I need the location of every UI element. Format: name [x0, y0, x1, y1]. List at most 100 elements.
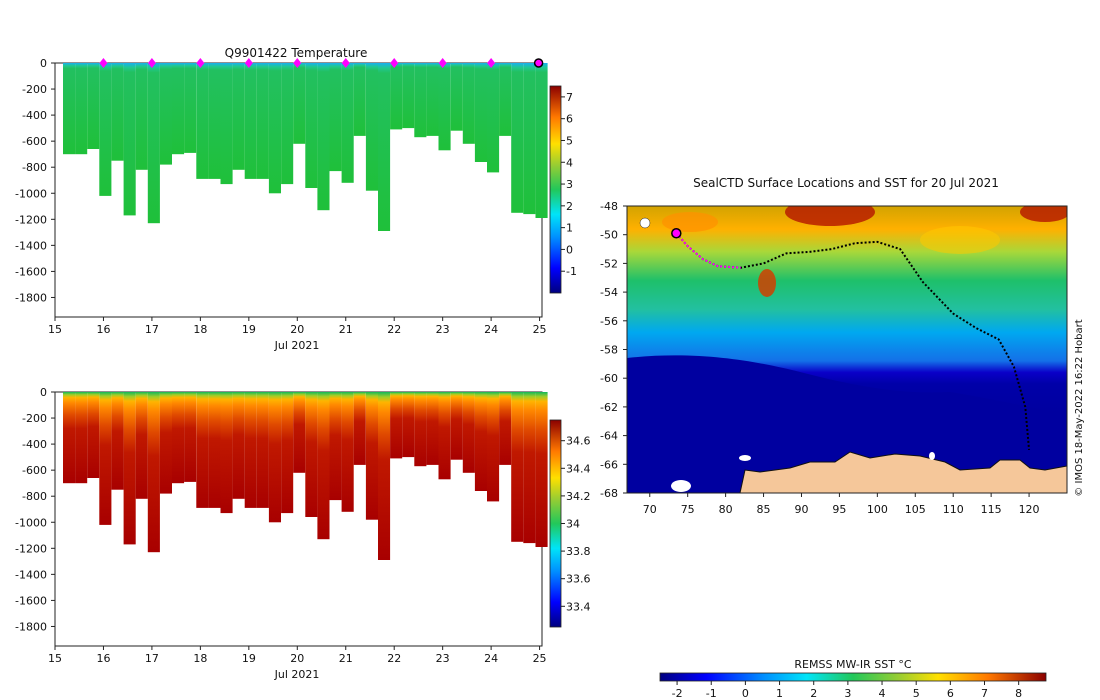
y-tick-label: -1400	[15, 239, 47, 252]
profile-column	[378, 392, 391, 560]
warm-patch	[662, 212, 718, 232]
profile-column	[111, 63, 124, 161]
warm-patch	[1020, 206, 1067, 222]
profile-column	[268, 392, 281, 523]
map-x-tick-label: 115	[981, 503, 1002, 516]
profile-column	[159, 63, 172, 165]
y-tick-label: 0	[40, 57, 47, 70]
warm-patch	[785, 206, 875, 226]
sst-colorbar-tick-label: 6	[947, 687, 954, 700]
profile-column	[390, 392, 403, 459]
map-x-tick-label: 80	[719, 503, 733, 516]
seal-track	[675, 232, 1031, 451]
profile-column	[341, 63, 354, 183]
profile-column	[99, 63, 112, 196]
profile-column	[402, 63, 415, 129]
surface-markers	[99, 58, 544, 68]
profile-column	[172, 63, 185, 155]
map-x-tick-label: 75	[681, 503, 695, 516]
y-tick-label: -800	[22, 161, 47, 174]
y-tick-label: -1400	[15, 568, 47, 581]
profile-column	[75, 63, 88, 155]
profile-column	[426, 63, 439, 136]
colorbar-tick-label: 2	[566, 200, 573, 213]
profile-column	[293, 392, 306, 473]
map-x-tick-label: 85	[757, 503, 771, 516]
current-profile-marker	[533, 58, 544, 68]
y-tick-label: -1800	[15, 620, 47, 633]
profile-column	[402, 392, 415, 458]
y-tick-label: -1000	[15, 516, 47, 529]
x-tick-label: 18	[193, 323, 207, 336]
profile-column	[462, 392, 475, 473]
map-y-tick-label: -64	[600, 430, 618, 443]
salinity-chart: 0 -200 -400 -600 -800 -1000 -1200 -1400 -1600 -18…	[15, 386, 590, 681]
y-tick-label: -200	[22, 412, 47, 425]
x-tick-label: 16	[96, 652, 110, 665]
colorbar-tick-label: 33.4	[566, 600, 591, 613]
temperature-chart: Q9901422 Temperature 0 -200 -400 -600 -800 -1…	[15, 46, 577, 352]
profile-column	[305, 392, 318, 517]
sst-colorbar-tick-label: 1	[776, 687, 783, 700]
profile-column	[232, 63, 245, 170]
colorbar-tick-label: 34	[566, 518, 580, 531]
profile-column	[75, 392, 88, 484]
profile-column	[535, 63, 548, 218]
profile-column	[196, 392, 209, 508]
colorbar-tick-label: -1	[566, 265, 577, 278]
profile-column	[414, 63, 427, 138]
y-tick-label: -600	[22, 135, 47, 148]
x-tick-label: 24	[484, 323, 498, 336]
colorbar-tick-label: 33.6	[566, 573, 591, 586]
salinity-y-axis: 0 -200 -400 -600 -800 -1000 -1200 -1400 -1600 -18…	[15, 386, 55, 633]
colorbar-tick-label: 34.4	[566, 462, 591, 475]
surface-marker	[487, 58, 496, 68]
colorbar-tick-label: 3	[566, 178, 573, 191]
profile-column	[341, 392, 354, 512]
x-tick-label: 22	[387, 323, 401, 336]
current-location-marker	[671, 228, 682, 239]
profile-column	[450, 392, 463, 460]
map-title: SealCTD Surface Locations and SST for 20…	[693, 176, 999, 190]
surface-marker	[147, 58, 156, 68]
colorbar-tick-label: 1	[566, 222, 573, 235]
colorbar-tick-label: 34.6	[566, 435, 591, 448]
profile-column	[365, 63, 378, 191]
profile-column	[63, 63, 76, 155]
profile-column	[135, 392, 148, 499]
temperature-colorbar-ticks: -1 0 1 2 3 4 5 6 7	[561, 91, 577, 278]
x-tick-label: 24	[484, 652, 498, 665]
profile-column	[378, 63, 391, 231]
x-tick-label: 18	[193, 652, 207, 665]
map-x-tick-label: 95	[832, 503, 846, 516]
profile-column	[390, 63, 403, 130]
profile-column	[293, 63, 306, 144]
profile-column	[462, 63, 475, 144]
x-tick-label: 21	[339, 652, 353, 665]
x-tick-label: 20	[290, 652, 304, 665]
sst-colorbar	[659, 672, 1047, 682]
map-y-tick-label: -58	[600, 344, 618, 357]
x-tick-label: 19	[242, 323, 256, 336]
x-tick-label: 25	[533, 652, 547, 665]
profile-column	[511, 63, 524, 213]
profile-column	[123, 392, 136, 545]
sea-ice-patch	[929, 452, 935, 460]
profile-column	[487, 392, 500, 502]
profile-column	[232, 392, 245, 499]
y-tick-label: -400	[22, 438, 47, 451]
temperature-xlabel: Jul 2021	[274, 339, 320, 352]
map-x-tick-label: 90	[794, 503, 808, 516]
profile-column	[268, 63, 281, 194]
surface-marker	[341, 58, 350, 68]
temperature-title: Q9901422 Temperature	[225, 46, 368, 60]
salinity-profiles	[63, 392, 548, 560]
profile-column	[499, 63, 512, 136]
profile-column	[535, 392, 548, 547]
surface-marker	[293, 58, 302, 68]
x-tick-label: 22	[387, 652, 401, 665]
map-y-tick-label: -68	[600, 487, 618, 500]
map-y-tick-label: -66	[600, 458, 618, 471]
y-tick-label: -800	[22, 490, 47, 503]
profile-column	[244, 392, 257, 508]
